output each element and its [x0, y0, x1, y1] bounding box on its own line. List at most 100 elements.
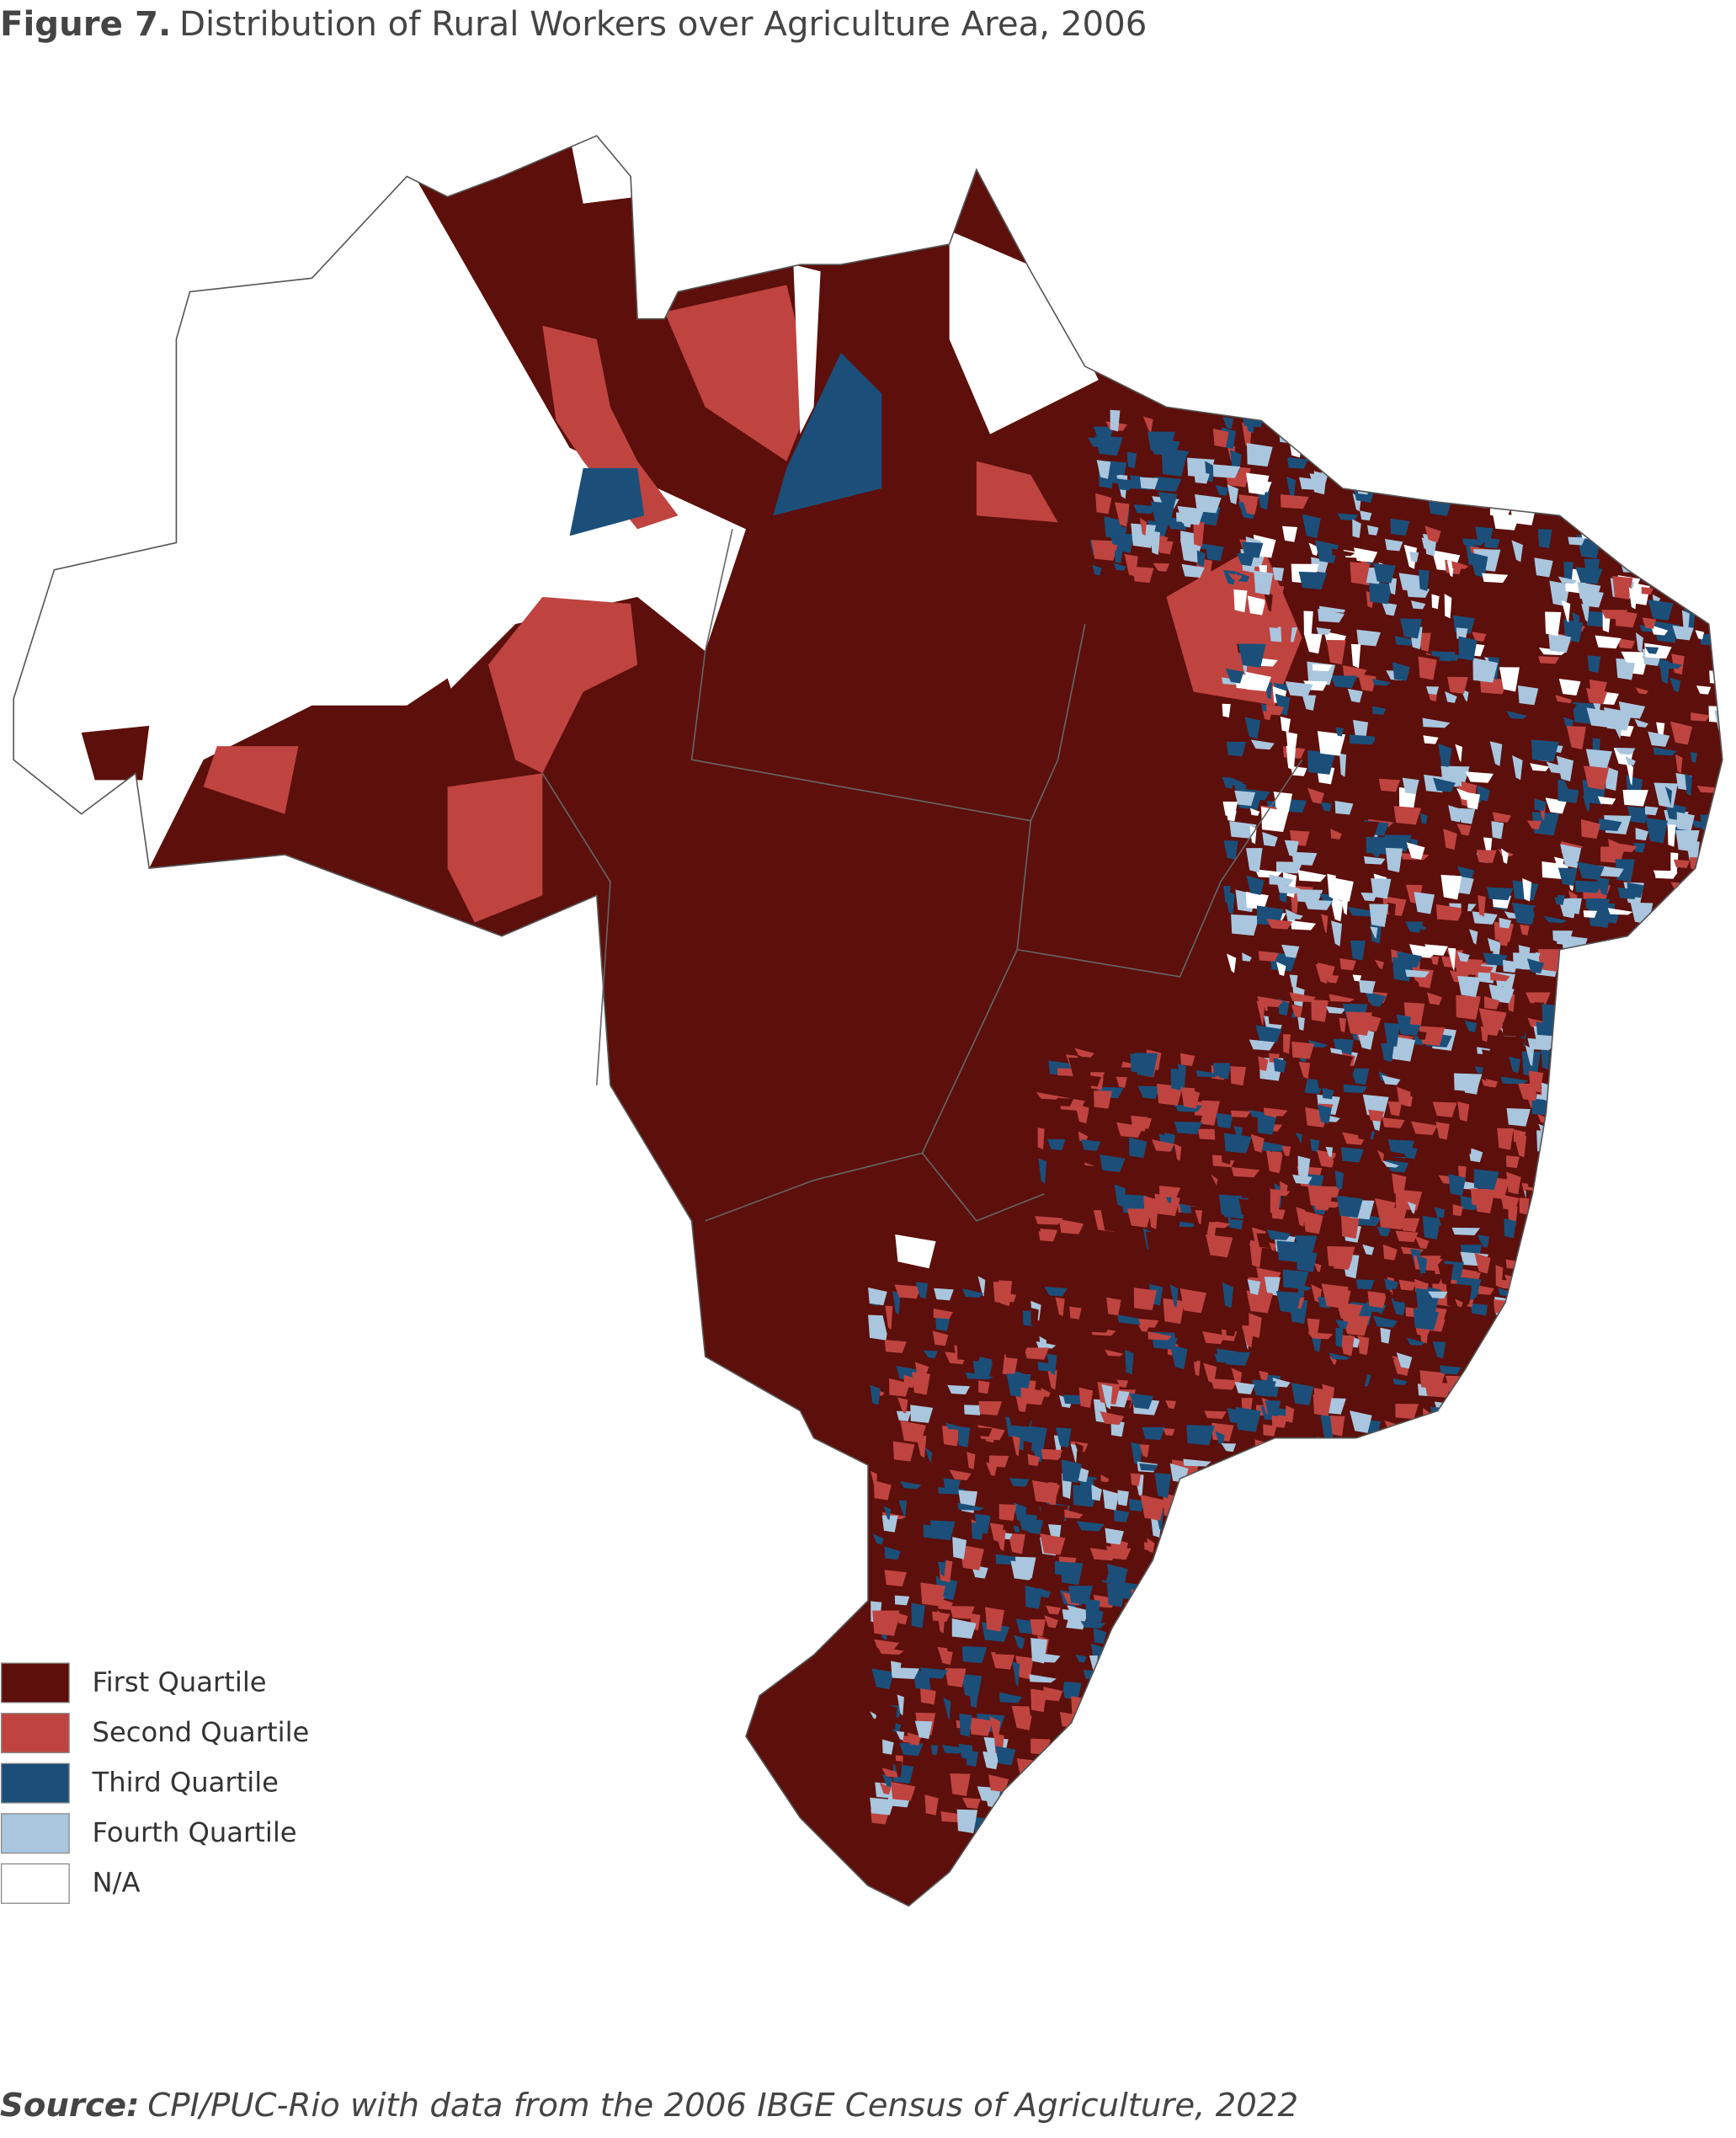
municipality [1628, 587, 1637, 610]
municipality [1534, 430, 1546, 440]
municipality [1322, 1087, 1334, 1100]
municipality [1533, 1208, 1558, 1228]
municipality [1268, 1494, 1291, 1511]
municipality [1419, 1461, 1447, 1479]
municipality [1673, 859, 1691, 868]
municipality [1433, 777, 1456, 792]
municipality [1477, 785, 1490, 802]
municipality [1715, 590, 1723, 616]
municipality [1245, 848, 1263, 873]
municipality [1567, 481, 1576, 493]
municipality [1344, 1763, 1372, 1773]
municipality [972, 1738, 986, 1753]
municipality [1225, 1486, 1243, 1501]
municipality [892, 1667, 920, 1679]
municipality [1329, 1493, 1359, 1504]
municipality [1395, 1623, 1423, 1643]
municipality [1670, 568, 1699, 584]
municipality [1451, 1817, 1469, 1837]
municipality [1377, 1719, 1405, 1735]
municipality [1537, 949, 1563, 972]
municipality [1489, 741, 1503, 767]
municipality [1422, 717, 1451, 728]
municipality [1175, 1801, 1193, 1815]
municipality [1616, 658, 1636, 680]
municipality [1052, 1764, 1076, 1775]
municipality [1361, 892, 1377, 902]
municipality [1506, 1108, 1531, 1127]
municipality [1653, 782, 1678, 808]
municipality [1701, 885, 1723, 898]
municipality [1393, 806, 1422, 825]
municipality [1340, 1214, 1360, 1239]
municipality [1129, 1393, 1154, 1410]
municipality [1227, 1620, 1245, 1631]
municipality [956, 1809, 978, 1834]
municipality [1350, 941, 1366, 961]
municipality [1157, 1807, 1165, 1826]
municipality [1456, 824, 1472, 836]
municipality [1201, 1618, 1219, 1630]
municipality [1183, 1087, 1195, 1104]
municipality [949, 1469, 972, 1480]
figure-title: Figure 7. Distribution of Rural Workers o… [0, 5, 1147, 44]
municipality [1584, 765, 1610, 790]
municipality [1618, 638, 1635, 649]
municipality [1113, 562, 1126, 571]
municipality [1577, 861, 1605, 880]
municipality [1289, 1664, 1307, 1685]
municipality [1650, 518, 1669, 543]
municipality [1158, 1551, 1169, 1572]
municipality [1358, 445, 1369, 469]
source-text: CPI/PUC-Rio with data from the 2006 IBGE… [147, 2087, 1298, 2125]
municipality [1067, 1119, 1079, 1132]
municipality [1029, 1674, 1057, 1683]
municipality [1395, 1230, 1419, 1243]
municipality [1452, 1154, 1474, 1167]
municipality [1008, 1410, 1034, 1427]
municipality [1104, 1058, 1124, 1074]
municipality [1014, 1634, 1025, 1650]
municipality [1457, 1101, 1470, 1122]
municipality [1114, 1509, 1130, 1522]
municipality [1183, 1549, 1191, 1568]
municipality [1330, 675, 1358, 689]
municipality [1312, 1570, 1332, 1582]
municipality [1385, 847, 1403, 873]
municipality [1125, 1350, 1134, 1375]
municipality [1290, 1653, 1304, 1668]
municipality [1440, 1365, 1462, 1375]
municipality [936, 1610, 945, 1634]
municipality [1102, 1489, 1120, 1511]
municipality [1137, 1299, 1151, 1308]
municipality [1323, 1308, 1340, 1319]
municipality [1378, 1448, 1407, 1463]
municipality [1377, 1149, 1385, 1164]
municipality [1096, 460, 1111, 479]
municipality [1522, 1236, 1551, 1260]
municipality [1583, 430, 1600, 455]
municipality [1453, 1596, 1476, 1607]
municipality [1164, 1602, 1185, 1619]
municipality [1298, 1061, 1311, 1080]
municipality [1625, 756, 1636, 766]
municipality [1233, 589, 1248, 613]
municipality [1198, 1703, 1223, 1723]
municipality [1367, 525, 1379, 536]
municipality [1146, 1676, 1154, 1691]
municipality [1690, 856, 1717, 871]
municipality [1263, 1810, 1281, 1833]
municipality [1195, 1622, 1222, 1645]
municipality [1543, 915, 1568, 924]
municipality [1356, 1744, 1373, 1766]
municipality [1353, 458, 1375, 483]
municipality [1049, 1329, 1075, 1347]
municipality [1425, 686, 1440, 695]
municipality [1409, 552, 1419, 562]
municipality [1201, 1746, 1217, 1768]
municipality [1238, 643, 1266, 668]
municipality [1701, 449, 1723, 467]
municipality [1466, 792, 1481, 810]
municipality [1292, 1644, 1304, 1666]
municipality [1442, 1619, 1464, 1628]
